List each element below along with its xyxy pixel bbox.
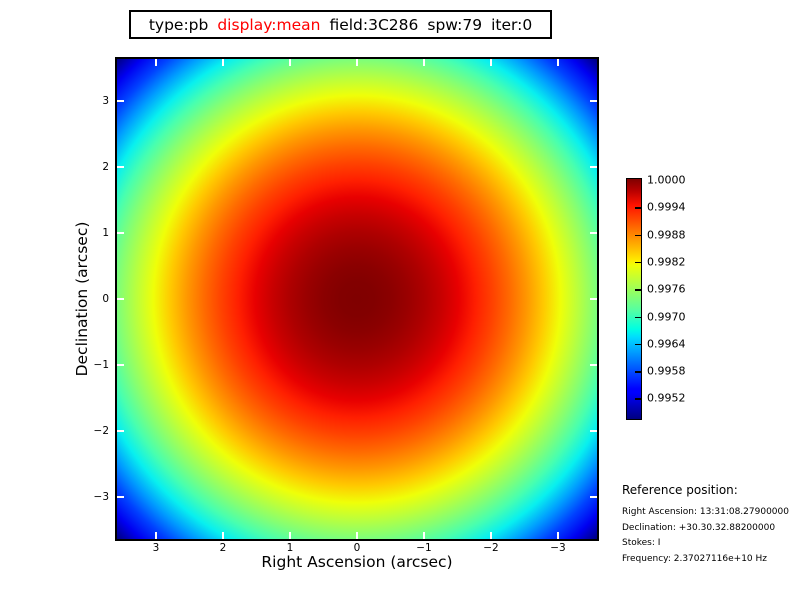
colorbar-tick-mark (635, 371, 641, 373)
colorbar (626, 178, 642, 420)
plot-tick-mark (289, 59, 291, 66)
colorbar-tick-label: 1.0000 (647, 173, 686, 187)
plot-tick-mark (590, 166, 597, 168)
x-tick-label: −3 (550, 542, 566, 554)
reference-dec: Declination: +30.30.32.88200000 (622, 522, 776, 533)
colorbar-tick-label: 0.9952 (647, 391, 686, 405)
plot-tick-mark (222, 532, 224, 539)
plot-tick-mark (222, 59, 224, 66)
y-tick-label: 2 (102, 161, 109, 173)
plot-tick-mark (356, 59, 358, 66)
title-token-field: field:3C286 (329, 15, 419, 34)
plot-tick-mark (117, 298, 124, 300)
plot-title-box: type:pb display:mean field:3C286 spw:79 … (129, 10, 552, 39)
y-tick-label: 0 (102, 293, 109, 305)
colorbar-tick-label: 0.9976 (647, 282, 686, 296)
reference-position-block: Reference position: Right Ascension: 13:… (622, 483, 789, 567)
reference-position-heading: Reference position: (622, 483, 738, 497)
x-tick-label: −1 (416, 542, 432, 554)
y-tick-label: −2 (93, 425, 109, 437)
colorbar-tick-label: 0.9982 (647, 255, 686, 269)
reference-frequency: Frequency: 2.37027116e+10 Hz (622, 553, 768, 564)
primary-beam-heatmap (115, 57, 599, 541)
plot-tick-mark (117, 430, 124, 432)
plot-tick-mark (490, 532, 492, 539)
x-tick-label: 0 (353, 542, 361, 554)
y-axis-label: Declination (arcsec) (73, 221, 91, 377)
y-tick-label: −3 (93, 491, 109, 503)
plot-tick-mark (590, 364, 597, 366)
plot-tick-mark (117, 232, 124, 234)
title-token-spw: spw:79 (427, 15, 483, 34)
colorbar-tick-mark (635, 289, 641, 291)
plot-tick-mark (423, 59, 425, 66)
colorbar-tick-label: 0.9958 (647, 364, 686, 378)
plot-tick-mark (590, 496, 597, 498)
colorbar-tick-label: 0.9988 (647, 228, 686, 242)
colorbar-tick-mark (635, 343, 641, 346)
plot-tick-mark (155, 59, 157, 66)
plot-tick-mark (289, 532, 291, 539)
plot-tick-mark (117, 364, 124, 366)
reference-stokes: Stokes: I (622, 538, 661, 548)
colorbar-tick-label: 0.9994 (647, 200, 686, 214)
plot-tick-mark (490, 59, 492, 66)
plot-tick-mark (557, 532, 559, 539)
plot-tick-mark (356, 532, 358, 539)
plot-tick-mark (117, 496, 124, 498)
plot-tick-mark (117, 166, 124, 168)
plot-tick-mark (423, 532, 425, 539)
plot-tick-mark (590, 232, 597, 234)
plot-tick-mark (590, 430, 597, 432)
x-tick-label: 1 (286, 542, 294, 554)
plot-tick-mark (117, 100, 124, 102)
x-axis-label: Right Ascension (arcsec) (261, 553, 453, 571)
colorbar-tick-mark (635, 207, 641, 209)
colorbar-tick-mark (635, 316, 641, 318)
plot-tick-mark (155, 532, 157, 539)
y-tick-label: 3 (102, 95, 109, 107)
y-tick-label: 1 (102, 227, 109, 239)
colorbar-tick-mark (635, 234, 641, 237)
y-tick-label: −1 (93, 359, 109, 371)
plot-tick-mark (557, 59, 559, 66)
reference-ra: Right Ascension: 13:31:08.27900000 (622, 507, 789, 517)
title-token-type: type:pb (148, 15, 209, 34)
title-token-iter: iter:0 (491, 15, 533, 34)
plot-tick-mark (590, 100, 597, 102)
x-tick-label: 2 (219, 542, 227, 554)
colorbar-tick-mark (635, 261, 641, 264)
colorbar-tick-label: 0.9970 (647, 310, 686, 323)
colorbar-tick-mark (635, 398, 641, 400)
x-tick-label: −2 (483, 542, 499, 554)
colorbar-tick-label: 0.9964 (647, 337, 686, 351)
x-tick-label: 3 (152, 542, 160, 554)
plot-tick-mark (590, 298, 597, 300)
title-token-display: display:mean (217, 15, 321, 34)
